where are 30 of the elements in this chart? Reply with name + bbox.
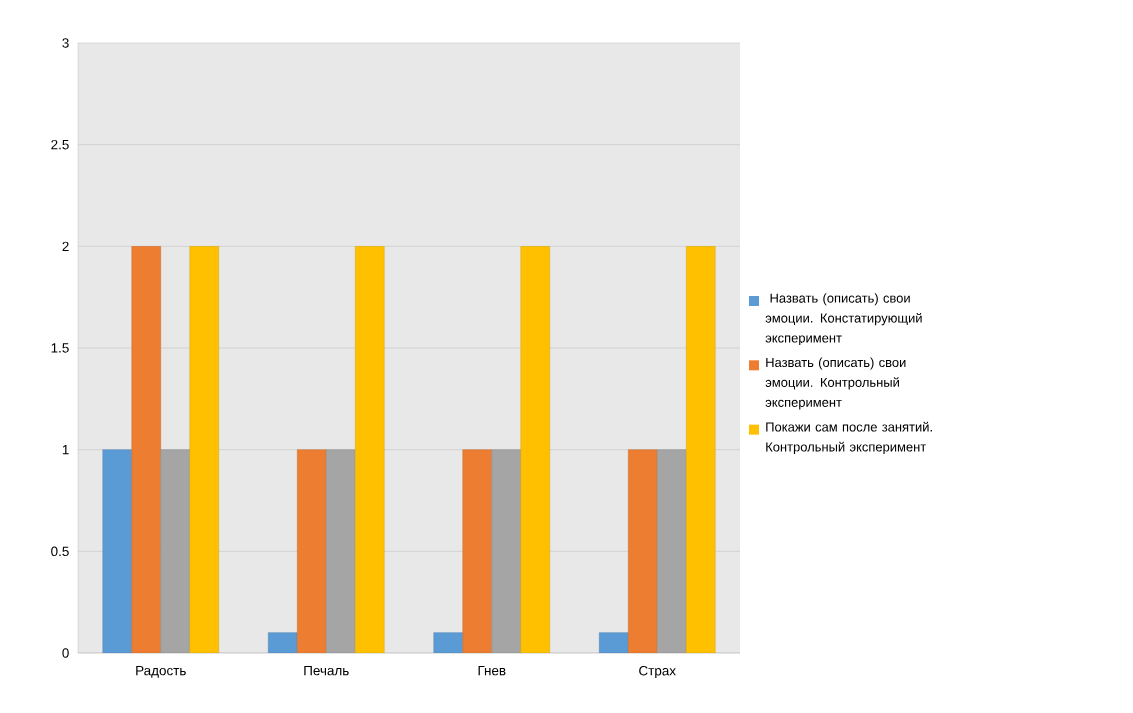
y-tick-label: 0 xyxy=(62,648,69,658)
bar xyxy=(268,632,298,653)
bar xyxy=(297,449,327,653)
bar xyxy=(131,246,161,653)
y-tick-label: 1 xyxy=(62,445,69,455)
y-tick-label: 2.5 xyxy=(51,139,69,150)
y-tick-label: 2 xyxy=(62,241,69,252)
bar xyxy=(160,449,190,653)
x-tick-label: Гнев xyxy=(478,665,506,676)
legend-label: Назвать (описать) свои эмоции. Констатирующий эксперимент xyxy=(765,293,922,346)
bar xyxy=(657,449,687,653)
bar xyxy=(599,632,629,653)
x-tick-label: Страх xyxy=(639,665,676,679)
x-tick-label: Печаль xyxy=(304,665,349,676)
bar xyxy=(355,246,385,653)
bar xyxy=(628,449,658,653)
bar xyxy=(491,449,521,653)
bar xyxy=(686,246,716,653)
bar xyxy=(433,632,463,653)
legend-label: Покажи сам после занятий. Контрольный эксперимент xyxy=(766,421,932,455)
x-tick-label: Радость xyxy=(136,665,186,678)
bar xyxy=(326,449,356,653)
legend-label: Назвать (описать) свои эмоции. Контрольный эксперимент xyxy=(765,357,906,410)
y-tick-label: 1.5 xyxy=(51,343,69,353)
y-tick-label: 0.5 xyxy=(51,546,69,557)
bar xyxy=(520,246,550,653)
bar xyxy=(102,449,132,653)
bar xyxy=(189,246,219,653)
y-tick-label: 3 xyxy=(62,38,69,48)
bar xyxy=(462,449,492,653)
